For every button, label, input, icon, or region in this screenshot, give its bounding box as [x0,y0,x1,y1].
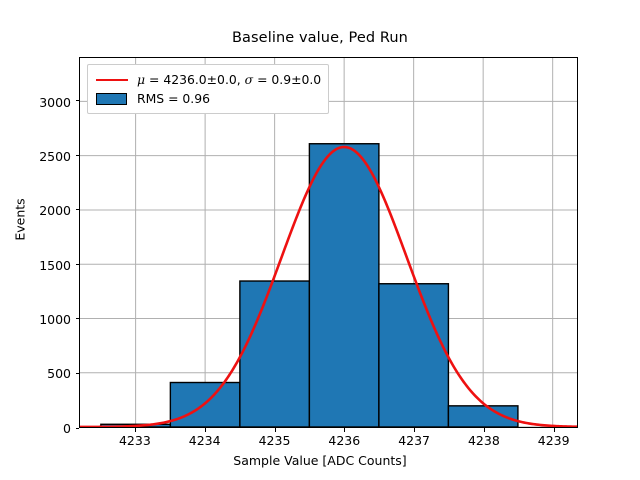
ytick-label-3000: 3000 [39,95,71,110]
legend-line-swatch [95,73,129,87]
ytick-mark-1500 [75,263,79,265]
legend-fit-mu-value: = 4236.0±0.0, [145,72,245,87]
xtick-label-4234: 4234 [188,433,221,448]
ytick-mark-2500 [75,154,79,156]
ytick-mark-1000 [75,318,79,320]
xtick-mark-4235 [274,428,276,432]
ytick-mark-3000 [75,100,79,102]
chart-legend: μ = 4236.0±0.0, σ = 0.9±0.0 RMS = 0.96 [87,64,330,114]
legend-entry-fit: μ = 4236.0±0.0, σ = 0.9±0.0 [95,70,321,89]
ytick-mark-2000 [75,209,79,211]
gaussian-fit-curve [80,145,577,427]
histogram-bar [378,283,450,427]
ytick-label-2000: 2000 [39,203,71,218]
ytick-label-2500: 2500 [39,149,71,164]
histogram-bar [308,143,380,427]
xtick-label-4239: 4239 [537,433,570,448]
legend-label-fit: μ = 4236.0±0.0, σ = 0.9±0.0 [137,72,321,87]
xtick-mark-4237 [414,428,416,432]
legend-entry-hist: RMS = 0.96 [95,89,321,108]
ytick-label-1000: 1000 [39,312,71,327]
xtick-label-4238: 4238 [467,433,500,448]
xtick-label-4237: 4237 [398,433,430,448]
xtick-label-4236: 4236 [328,433,361,448]
legend-fit-sigma-value: = 0.9±0.0 [253,72,322,87]
histogram-bar [239,280,311,427]
sigma-symbol: σ [244,72,254,87]
histogram-bars [100,143,519,427]
ytick-mark-0 [75,427,79,429]
xtick-mark-4234 [204,428,206,432]
ytick-label-1500: 1500 [39,258,71,273]
chart-title: Baseline value, Ped Run [232,30,408,46]
legend-label-hist: RMS = 0.96 [137,91,211,106]
xtick-mark-4233 [134,428,136,432]
y-axis-label: Events [12,198,28,241]
xtick-mark-4238 [483,428,485,432]
ytick-label-0: 0 [63,421,71,436]
ytick-label-500: 500 [47,366,71,381]
xtick-mark-4236 [344,428,346,432]
xtick-label-4235: 4235 [258,433,291,448]
ytick-mark-500 [75,372,79,374]
legend-patch-swatch [95,92,129,106]
x-axis-label: Sample Value [ADC Counts] [233,453,407,468]
histogram-svg [80,58,577,427]
plot-area [79,57,578,428]
xtick-label-4233: 4233 [118,433,151,448]
xtick-mark-4239 [553,428,555,432]
mu-symbol: μ [137,72,146,87]
